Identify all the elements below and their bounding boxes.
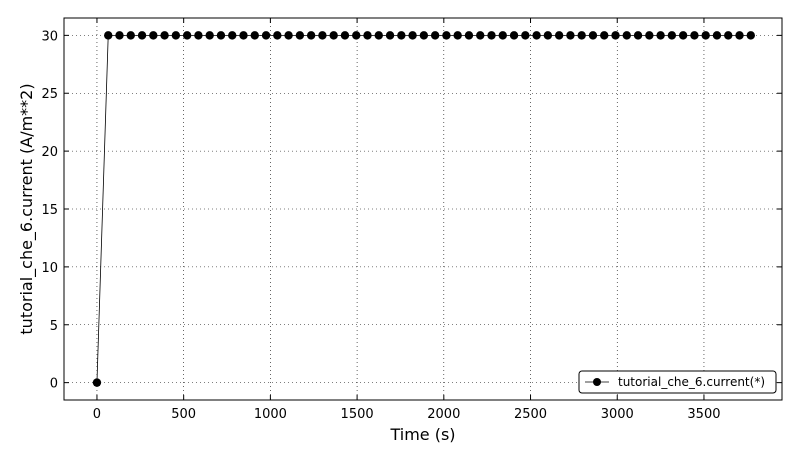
data-point (126, 31, 135, 40)
data-point (261, 31, 271, 40)
x-axis-ticks: 0 500 1000 1500 2000 2500 3000 3500 (93, 18, 721, 422)
data-point (690, 31, 699, 40)
legend-box (578, 370, 777, 394)
x-tick-label: 3500 (687, 407, 720, 422)
data-point (171, 31, 181, 40)
data-point (340, 31, 350, 40)
y-tick-label: 10 (41, 261, 58, 276)
data-point (532, 31, 541, 40)
data-point (182, 31, 192, 40)
data-point (476, 31, 485, 40)
y-axis-label: tutorial_che_6.current (A/m**2) (17, 83, 37, 334)
data-point (622, 31, 631, 40)
data-point (295, 31, 305, 40)
data-point (104, 31, 113, 40)
plot-area (92, 31, 755, 387)
data-point (701, 31, 710, 40)
data-point (397, 31, 406, 40)
data-point (577, 31, 586, 40)
y-tick-label: 15 (41, 203, 58, 218)
data-point (724, 31, 733, 40)
data-point (352, 31, 361, 40)
y-tick-label: 25 (41, 87, 58, 102)
data-point (408, 31, 417, 40)
data-point (712, 31, 722, 40)
data-point (239, 31, 248, 40)
data-point (509, 31, 519, 40)
data-point (588, 31, 598, 40)
data-point (633, 31, 643, 40)
x-tick-label: 1500 (341, 407, 374, 422)
data-point (746, 31, 755, 40)
data-point (137, 31, 147, 40)
data-point (363, 31, 372, 40)
plot-frame (63, 17, 783, 401)
x-tick-label: 3000 (601, 407, 634, 422)
data-point (318, 31, 327, 40)
data-point (374, 31, 383, 40)
data-point (521, 31, 530, 40)
data-point (430, 31, 440, 40)
data-point (566, 31, 575, 40)
data-point (250, 31, 259, 40)
data-point (228, 31, 237, 40)
data-point (216, 31, 226, 40)
x-tick-label: 2000 (427, 407, 460, 422)
data-point (115, 31, 124, 40)
data-point (194, 31, 203, 40)
data-point (205, 31, 214, 40)
y-tick-label: 5 (50, 319, 58, 334)
data-point (442, 31, 451, 40)
data-point (554, 31, 564, 40)
y-tick-label: 20 (41, 145, 58, 160)
data-point (678, 31, 688, 40)
y-axis-ticks: 0 5 10 15 20 25 30 (41, 29, 782, 392)
data-point (611, 31, 620, 40)
data-point (149, 31, 158, 40)
data-point (656, 31, 665, 40)
data-point (419, 31, 429, 40)
x-tick-label: 2500 (514, 407, 547, 422)
data-point (284, 31, 293, 40)
data-point (464, 31, 474, 40)
data-point (498, 31, 507, 40)
data-point (543, 31, 553, 40)
legend-marker (593, 378, 601, 386)
data-point (667, 31, 677, 40)
data-point (385, 31, 395, 40)
data-point (600, 31, 609, 40)
x-tick-label: 0 (93, 407, 101, 422)
data-point (306, 31, 316, 40)
y-tick-label: 30 (41, 29, 58, 44)
data-point (735, 31, 744, 40)
data-point (273, 31, 282, 40)
data-point (160, 31, 169, 40)
data-point (453, 31, 462, 40)
x-tick-label: 1000 (254, 407, 287, 422)
x-tick-label: 500 (171, 407, 196, 422)
x-axis-label: Time (s) (389, 425, 455, 444)
data-point (92, 378, 102, 387)
legend-label: tutorial_che_6.current(*) (618, 375, 765, 389)
data-point (645, 31, 654, 40)
legend: tutorial_che_6.current(*) (578, 370, 777, 394)
data-point (329, 31, 338, 40)
y-tick-label: 0 (50, 377, 58, 392)
data-point (487, 31, 496, 40)
